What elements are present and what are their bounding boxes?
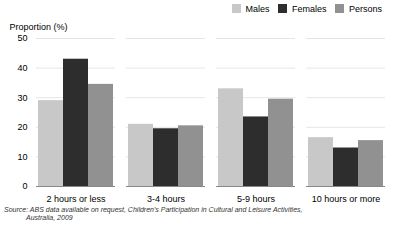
html-text:Persons: Persons xyxy=(349,3,382,14)
svg-text:5-9 hours: 5-9 hours xyxy=(237,194,276,204)
svg-text:10 hours or more: 10 hours or more xyxy=(312,194,381,204)
svg-text:10: 10 xyxy=(17,152,27,162)
svg-text:0: 0 xyxy=(22,181,27,191)
svg-text:50: 50 xyxy=(17,33,27,43)
svg-text:2 hours or less: 2 hours or less xyxy=(46,194,106,204)
svg-text:40: 40 xyxy=(17,63,27,73)
svg-text:20: 20 xyxy=(17,122,27,132)
svg-text:30: 30 xyxy=(17,93,27,103)
html-text:Australia, 2009: Australia, 2009 xyxy=(26,214,73,222)
html-text:Females: Females xyxy=(292,3,327,14)
html-text:Males: Males xyxy=(245,3,270,14)
svg-text:Proportion (%): Proportion (%) xyxy=(10,22,68,32)
html-text:Source: ABS data available on: Source: ABS data available on request, C… xyxy=(4,206,303,213)
svg-text:3-4 hours: 3-4 hours xyxy=(147,194,186,204)
